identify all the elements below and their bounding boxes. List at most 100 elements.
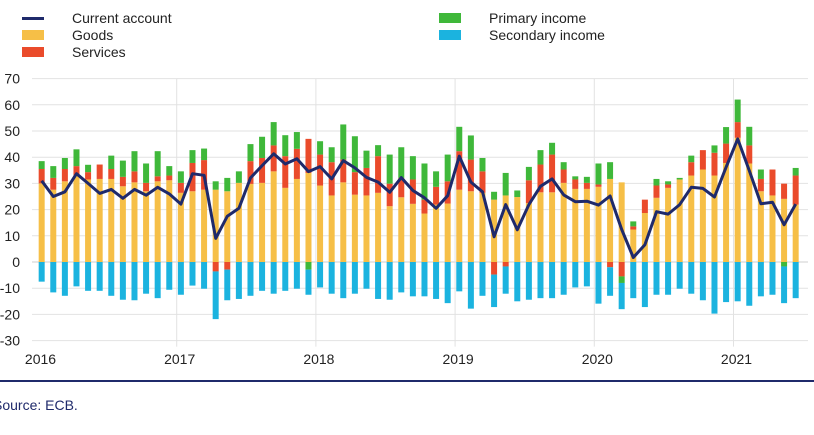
x-tick-label: 2020 xyxy=(582,351,613,367)
y-tick-label: 20 xyxy=(4,202,20,218)
bar-primary-income xyxy=(514,190,521,198)
bar-goods xyxy=(351,194,358,262)
legend-swatch xyxy=(22,47,44,57)
bar-primary-income xyxy=(143,163,150,183)
bar-services xyxy=(270,145,277,172)
bar-goods xyxy=(746,163,753,262)
bar-primary-income xyxy=(177,171,184,183)
bar-goods xyxy=(108,178,115,262)
bar-goods xyxy=(781,198,788,262)
bar-services xyxy=(247,161,254,184)
bar-services xyxy=(653,185,660,198)
bar-goods xyxy=(143,191,150,262)
bar-goods xyxy=(212,189,219,262)
bar-primary-income xyxy=(665,181,672,185)
bar-secondary-income xyxy=(433,262,440,299)
bar-primary-income xyxy=(456,126,463,152)
legend-label: Secondary income xyxy=(489,27,605,43)
bar-secondary-income xyxy=(212,271,219,320)
legend-primary-income: Primary income xyxy=(439,10,586,26)
bar-primary-income xyxy=(212,181,219,190)
bar-primary-income xyxy=(618,276,625,283)
bar-primary-income xyxy=(305,262,312,270)
bar-goods xyxy=(259,182,266,262)
bar-services xyxy=(630,226,637,230)
bar-goods xyxy=(630,229,637,262)
bar-primary-income xyxy=(328,147,335,163)
bar-services xyxy=(282,156,289,188)
bar-services xyxy=(85,172,92,180)
bar-goods xyxy=(560,182,567,262)
y-tick-label: 50 xyxy=(4,123,20,139)
bar-services xyxy=(560,169,567,183)
bar-secondary-income xyxy=(549,262,556,299)
bar-services xyxy=(38,168,45,184)
bar-primary-income xyxy=(375,145,382,157)
bar-secondary-income xyxy=(421,262,428,297)
bar-services xyxy=(665,184,672,188)
bar-goods xyxy=(769,195,776,262)
bar-secondary-income xyxy=(398,262,405,293)
bar-secondary-income xyxy=(572,262,579,288)
bar-secondary-income xyxy=(711,262,718,314)
bar-secondary-income xyxy=(537,262,544,299)
y-tick-label: 70 xyxy=(4,71,20,87)
bar-services xyxy=(757,178,764,192)
bar-primary-income xyxy=(676,177,683,180)
bar-goods xyxy=(375,192,382,262)
bar-secondary-income xyxy=(688,262,695,294)
bar-goods xyxy=(328,195,335,262)
bar-secondary-income xyxy=(247,262,254,296)
bar-primary-income xyxy=(711,145,718,153)
bar-goods xyxy=(711,175,718,262)
x-axis: 2016 2017 2018 2019 2020 2021 xyxy=(25,351,752,367)
bar-services xyxy=(769,169,776,196)
bar-services xyxy=(73,166,80,176)
bar-primary-income xyxy=(781,262,788,267)
bar-secondary-income xyxy=(305,269,312,295)
bar-goods xyxy=(340,182,347,262)
legend-label: Goods xyxy=(72,27,114,43)
bar-goods xyxy=(189,191,196,262)
bar-services xyxy=(166,175,173,181)
bar-services xyxy=(119,176,126,187)
bar-primary-income xyxy=(444,154,451,182)
bar-services xyxy=(479,171,486,193)
bar-goods xyxy=(386,206,393,262)
bar-services xyxy=(723,143,730,163)
bar-secondary-income xyxy=(177,262,184,295)
legend-swatch xyxy=(22,30,44,40)
bar-goods xyxy=(537,192,544,262)
bar-services xyxy=(363,167,370,196)
bar-services xyxy=(386,183,393,207)
bar-primary-income xyxy=(270,122,277,146)
bar-goods xyxy=(676,179,683,262)
bar-services xyxy=(618,262,625,277)
bar-services xyxy=(572,179,579,189)
x-tick-label: 2016 xyxy=(25,351,56,367)
bar-goods xyxy=(467,191,474,262)
bar-secondary-income xyxy=(166,262,173,290)
y-axis: 70 60 50 40 30 20 10 0 -10 -20 -30 xyxy=(0,71,20,349)
bar-services xyxy=(456,151,463,190)
bar-secondary-income xyxy=(73,262,80,287)
bar-primary-income xyxy=(491,191,498,200)
bar-primary-income xyxy=(607,162,614,179)
bar-goods xyxy=(247,183,254,262)
bar-primary-income xyxy=(85,164,92,173)
bar-primary-income xyxy=(351,136,358,173)
bar-services xyxy=(688,162,695,176)
bar-secondary-income xyxy=(792,262,799,299)
bar-primary-income xyxy=(154,151,161,177)
bar-primary-income xyxy=(757,169,764,179)
bar-goods xyxy=(119,186,126,262)
bar-goods xyxy=(421,213,428,262)
bar-secondary-income xyxy=(131,262,138,301)
bar-primary-income xyxy=(73,149,80,167)
bar-services xyxy=(305,138,312,173)
bar-primary-income xyxy=(688,155,695,163)
bar-primary-income xyxy=(525,166,532,181)
bar-primary-income xyxy=(386,154,393,184)
bar-secondary-income xyxy=(502,266,509,294)
